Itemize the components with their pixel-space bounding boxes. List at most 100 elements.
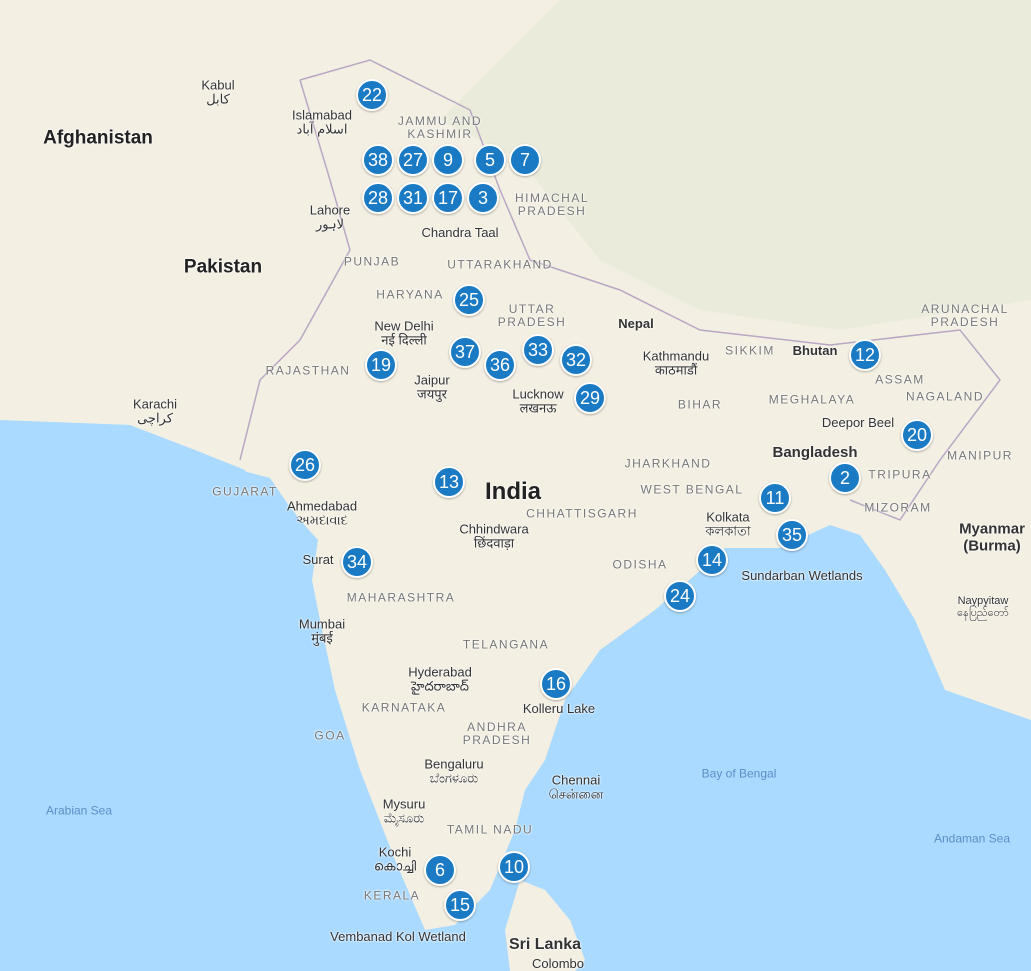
cluster-marker[interactable]: 13: [433, 466, 465, 498]
state-label: ASSAM: [875, 372, 925, 387]
city-label: Bengaluru ಬೆಂಗಳೂರು: [424, 756, 484, 786]
state-label: TAMIL NADU: [446, 822, 534, 837]
cluster-marker[interactable]: 16: [540, 668, 572, 700]
cluster-marker[interactable]: 5: [474, 144, 506, 176]
state-label: GUJARAT: [212, 484, 278, 499]
state-label: MEGHALAYA: [768, 392, 856, 407]
cluster-marker[interactable]: 2: [829, 462, 861, 494]
state-label: MANIPUR: [947, 448, 1013, 463]
state-label: BIHAR: [677, 397, 723, 412]
city-label: Chennai சென்னை: [548, 772, 604, 802]
state-label: ARUNACHAL PRADESH: [921, 301, 1009, 329]
country-label: Sri Lanka: [508, 936, 582, 954]
city-label: Lahore لاہور: [309, 202, 351, 232]
state-label: TELANGANA: [462, 637, 550, 652]
sri-lanka: [505, 880, 585, 971]
sea-label: Bay of Bengal: [701, 766, 777, 781]
cluster-marker[interactable]: 25: [453, 284, 485, 316]
city-label: Surat: [302, 551, 334, 567]
country-label: Bangladesh: [772, 443, 858, 461]
city-label: Kochi കൊച്ചി: [373, 844, 417, 874]
cluster-marker[interactable]: 6: [424, 854, 456, 886]
cluster-marker[interactable]: 14: [696, 544, 728, 576]
place-label: Kolleru Lake: [522, 700, 596, 716]
state-label: HIMACHAL PRADESH: [514, 190, 589, 218]
sea-label: Andaman Sea: [933, 831, 1011, 846]
city-label: Mumbai मुंबई: [298, 616, 346, 646]
city-label: Karachi کراچی: [132, 396, 178, 426]
country-label: Bhutan: [792, 342, 838, 358]
cluster-marker[interactable]: 12: [849, 339, 881, 371]
sea-label: Arabian Sea: [45, 803, 113, 818]
city-label: Hyderabad హైదరాబాద్: [408, 664, 472, 694]
state-label: JAMMU AND KASHMIR: [397, 113, 483, 141]
city-label: Chhindwara छिंदवाड़ा: [459, 521, 529, 551]
city-label: Kolkata কলকাতা: [705, 509, 751, 539]
cluster-marker[interactable]: 22: [356, 79, 388, 111]
state-label: NAGALAND: [905, 389, 985, 404]
state-label: MAHARASHTRA: [346, 590, 456, 605]
city-label: Colombo: [531, 955, 585, 971]
cluster-marker[interactable]: 28: [362, 182, 394, 214]
cluster-marker[interactable]: 31: [397, 182, 429, 214]
cluster-marker[interactable]: 34: [341, 546, 373, 578]
cluster-marker[interactable]: 19: [365, 349, 397, 381]
state-label: RAJASTHAN: [265, 363, 351, 378]
cluster-marker[interactable]: 37: [449, 336, 481, 368]
cluster-marker[interactable]: 7: [509, 144, 541, 176]
state-label: CHHATTISGARH: [526, 506, 638, 521]
city-label: Kabul کابل: [201, 77, 235, 107]
gulf-of-khambhat: [200, 452, 250, 520]
city-label: Lucknow लखनऊ: [512, 386, 564, 416]
state-label: JHARKHAND: [624, 456, 712, 471]
cluster-marker[interactable]: 11: [759, 482, 791, 514]
state-label: SIKKIM: [725, 343, 775, 358]
himalaya-relief: [440, 0, 1031, 330]
place-label: Chandra Taal: [421, 224, 499, 240]
state-label: KERALA: [363, 888, 421, 903]
cluster-marker[interactable]: 20: [901, 419, 933, 451]
state-label: UTTAR PRADESH: [497, 301, 567, 329]
state-label: UTTARAKHAND: [447, 257, 553, 272]
cluster-marker[interactable]: 24: [664, 580, 696, 612]
country-label: Pakistan: [183, 256, 263, 278]
cluster-marker[interactable]: 36: [484, 349, 516, 381]
cluster-marker[interactable]: 10: [498, 851, 530, 883]
city-label: Mysuru ಮೈಸೂರು: [382, 796, 426, 826]
cluster-marker[interactable]: 9: [432, 144, 464, 176]
city-label: Islamabad اسلام آباد: [292, 107, 352, 137]
state-label: WEST BENGAL: [640, 482, 744, 497]
country-label: Myanmar (Burma): [959, 520, 1025, 554]
cluster-marker[interactable]: 29: [574, 382, 606, 414]
cluster-marker[interactable]: 26: [289, 449, 321, 481]
cluster-marker[interactable]: 33: [522, 334, 554, 366]
state-label: ODISHA: [612, 557, 668, 572]
city-label: Kathmandu काठमाडौं: [642, 348, 710, 378]
cluster-marker[interactable]: 17: [432, 182, 464, 214]
country-label: Afghanistan: [43, 127, 153, 149]
country-label: India: [484, 477, 542, 505]
state-label: HARYANA: [376, 287, 444, 302]
state-label: ANDHRA PRADESH: [462, 719, 532, 747]
place-label: Deepor Beel: [821, 414, 895, 430]
state-label: KARNATAKA: [361, 700, 447, 715]
cluster-marker[interactable]: 35: [776, 519, 808, 551]
place-label: Vembanad Kol Wetland: [330, 928, 466, 944]
india-border: [239, 59, 1001, 521]
city-label: Ahmedabad અમદાવાદ: [286, 498, 358, 528]
state-label: GOA: [314, 728, 346, 743]
cluster-marker[interactable]: 32: [560, 344, 592, 376]
cluster-marker[interactable]: 15: [444, 889, 476, 921]
city-label: Jaipur जयपुर: [414, 372, 450, 402]
state-label: MIZORAM: [864, 500, 932, 515]
cluster-marker[interactable]: 27: [397, 144, 429, 176]
state-label: TRIPURA: [868, 467, 932, 482]
cluster-marker[interactable]: 3: [467, 182, 499, 214]
country-label: Nepal: [618, 315, 654, 331]
city-label: Naypyitaw နေပြည်တော်: [957, 594, 1009, 619]
state-label: PUNJAB: [343, 254, 401, 269]
cluster-marker[interactable]: 38: [362, 144, 394, 176]
ocean: [0, 420, 1031, 971]
